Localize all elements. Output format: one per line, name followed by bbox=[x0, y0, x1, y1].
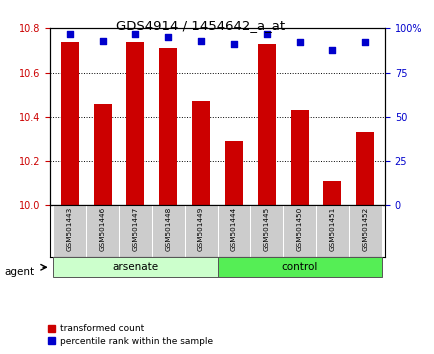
Text: GSM501446: GSM501446 bbox=[99, 207, 105, 251]
Text: GSM501445: GSM501445 bbox=[263, 207, 269, 251]
FancyBboxPatch shape bbox=[283, 205, 315, 257]
Point bbox=[361, 40, 368, 45]
Bar bbox=[257, 44, 275, 205]
Text: GDS4914 / 1454642_a_at: GDS4914 / 1454642_a_at bbox=[115, 19, 284, 33]
FancyBboxPatch shape bbox=[53, 257, 217, 278]
Point bbox=[132, 31, 138, 36]
FancyBboxPatch shape bbox=[184, 205, 217, 257]
Bar bbox=[159, 48, 177, 205]
Text: arsenate: arsenate bbox=[112, 262, 158, 272]
FancyBboxPatch shape bbox=[53, 205, 86, 257]
FancyBboxPatch shape bbox=[250, 205, 283, 257]
Point bbox=[296, 40, 302, 45]
Text: GSM501450: GSM501450 bbox=[296, 207, 302, 251]
Point bbox=[328, 47, 335, 52]
FancyBboxPatch shape bbox=[315, 205, 348, 257]
Point bbox=[230, 41, 237, 47]
FancyBboxPatch shape bbox=[348, 205, 381, 257]
Bar bbox=[224, 141, 243, 205]
Bar bbox=[322, 181, 341, 205]
Text: GSM501451: GSM501451 bbox=[329, 207, 335, 251]
Point bbox=[197, 38, 204, 44]
Bar bbox=[355, 132, 373, 205]
FancyBboxPatch shape bbox=[217, 257, 381, 278]
Bar bbox=[93, 104, 112, 205]
Text: GSM501449: GSM501449 bbox=[197, 207, 204, 251]
Bar bbox=[126, 42, 144, 205]
Bar bbox=[290, 110, 308, 205]
FancyBboxPatch shape bbox=[119, 205, 151, 257]
Point bbox=[66, 31, 73, 36]
Point bbox=[263, 31, 270, 36]
Point bbox=[164, 34, 171, 40]
Text: GSM501444: GSM501444 bbox=[230, 207, 237, 251]
Text: agent: agent bbox=[4, 267, 34, 277]
Legend: transformed count, percentile rank within the sample: transformed count, percentile rank withi… bbox=[48, 324, 212, 346]
Bar bbox=[61, 42, 79, 205]
Text: GSM501448: GSM501448 bbox=[165, 207, 171, 251]
Text: GSM501447: GSM501447 bbox=[132, 207, 138, 251]
FancyBboxPatch shape bbox=[86, 205, 119, 257]
FancyBboxPatch shape bbox=[151, 205, 184, 257]
FancyBboxPatch shape bbox=[217, 205, 250, 257]
Text: control: control bbox=[281, 262, 317, 272]
Bar bbox=[191, 101, 210, 205]
Text: GSM501443: GSM501443 bbox=[66, 207, 72, 251]
Point bbox=[99, 38, 106, 44]
Text: GSM501452: GSM501452 bbox=[362, 207, 368, 251]
